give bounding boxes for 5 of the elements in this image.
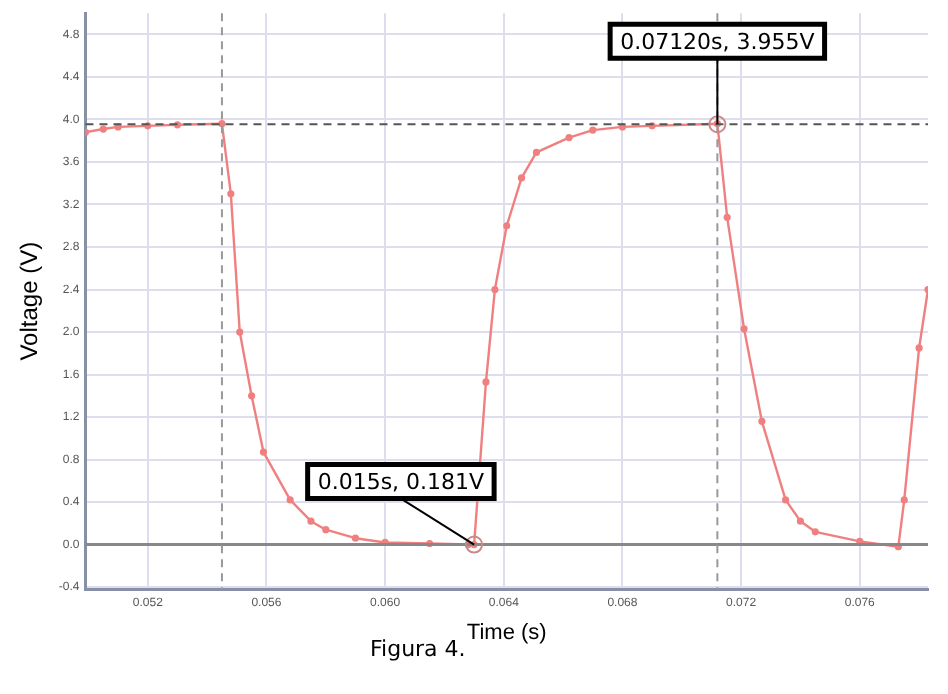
y-axis-title: Voltage (V) xyxy=(15,241,44,361)
text: Figura 4. xyxy=(370,636,466,662)
annotation: 0.015s, 0.181V xyxy=(317,469,486,496)
x-axis-title: Time (s) xyxy=(466,620,547,645)
annotation: 0.07120s, 3.955V xyxy=(620,28,816,55)
